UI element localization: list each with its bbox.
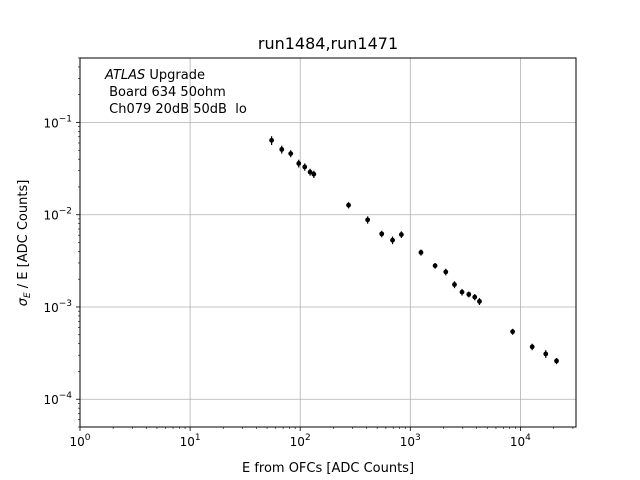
point-marker: [432, 263, 438, 269]
point-marker: [466, 291, 472, 297]
x-axis-ticks: 100 101 102 103 104: [69, 427, 574, 449]
point-marker: [452, 282, 457, 287]
data-point: [418, 249, 424, 256]
point-marker: [288, 151, 294, 156]
data-point: [365, 216, 371, 224]
y-tick-label: 10−1: [43, 114, 72, 130]
chart-title: run1484,run1471: [258, 34, 398, 53]
point-marker: [346, 202, 351, 208]
data-point: [296, 159, 302, 168]
point-marker: [398, 232, 404, 237]
y-tick-exp: −2: [59, 207, 72, 217]
x-tick-base: 10: [400, 435, 415, 449]
x-tick-exp: 0: [85, 433, 91, 443]
point-marker: [472, 294, 478, 300]
point-marker: [529, 344, 535, 350]
point-marker: [307, 169, 313, 175]
point-marker: [418, 250, 424, 255]
grid: [79, 58, 576, 427]
data-point: [459, 288, 465, 296]
x-tick-label: 103: [400, 433, 421, 449]
y-axis-label: σE / E [ADC Counts]: [16, 180, 33, 307]
data-point: [311, 170, 317, 179]
x-tick-base: 10: [180, 435, 195, 449]
point-marker: [269, 137, 275, 143]
point-marker: [279, 147, 285, 152]
point-marker: [554, 358, 559, 364]
y-tick-label: 10−4: [43, 391, 72, 407]
y-tick-base: 10: [43, 116, 58, 130]
point-marker: [390, 237, 395, 243]
point-marker: [510, 329, 516, 335]
point-marker: [459, 289, 465, 295]
x-tick-base: 10: [290, 435, 305, 449]
point-marker: [296, 161, 302, 166]
data-point: [288, 150, 294, 158]
y-axis-ticks: 10−410−310−210−1: [43, 57, 80, 428]
point-marker: [365, 217, 371, 223]
point-marker: [477, 298, 482, 304]
x-tick-exp: 1: [195, 433, 201, 443]
data-point: [466, 291, 472, 298]
data-point: [302, 163, 308, 171]
x-tick-exp: 2: [305, 433, 311, 443]
x-tick-label: 104: [510, 433, 531, 449]
data-point: [543, 350, 549, 358]
upgrade-label: Upgrade: [145, 68, 205, 83]
data-point: [554, 357, 559, 365]
annotation-line-3: Ch079 20dB 50dB lo: [105, 102, 247, 117]
data-point: [452, 281, 457, 289]
y-axis-label-rest: / E [ADC Counts]: [16, 180, 31, 293]
data-point: [269, 136, 275, 146]
x-tick-base: 10: [69, 435, 84, 449]
x-tick-exp: 4: [525, 433, 531, 443]
y-tick-base: 10: [43, 301, 58, 315]
y-tick-base: 10: [43, 393, 58, 407]
atlas-label: ATLAS: [104, 68, 145, 83]
data-point: [529, 343, 535, 351]
x-axis-label: E from OFCs [ADC Counts]: [242, 461, 414, 476]
data-point: [379, 230, 385, 238]
point-marker: [543, 351, 549, 357]
data-point: [472, 294, 478, 301]
data-point: [346, 202, 351, 209]
annotation: ATLAS Upgrade Board 634 50ohm Ch079 20dB…: [104, 68, 247, 117]
annotation-line-2: Board 634 50ohm: [105, 85, 226, 100]
point-marker: [311, 171, 317, 177]
y-tick-label: 10−2: [43, 207, 72, 223]
data-point: [443, 268, 449, 276]
x-tick-exp: 3: [415, 433, 421, 443]
x-tick-base: 10: [510, 435, 525, 449]
x-tick-label: 102: [290, 433, 311, 449]
data-point: [510, 328, 516, 335]
point-marker: [443, 269, 449, 275]
annotation-line-1: ATLAS Upgrade: [104, 68, 205, 83]
y-tick-base: 10: [43, 209, 58, 223]
y-tick-label: 10−3: [43, 299, 72, 315]
x-tick-label: 100: [69, 433, 90, 449]
y-axis-label-sub: E: [23, 292, 33, 298]
point-marker: [379, 231, 385, 237]
data-point: [307, 168, 313, 176]
y-tick-exp: −1: [59, 114, 72, 124]
x-tick-label: 101: [180, 433, 201, 449]
point-marker: [302, 164, 308, 170]
y-tick-exp: −3: [59, 299, 72, 309]
y-axis-label-sigma: σ: [16, 297, 31, 306]
data-points: [269, 136, 559, 365]
data-point: [398, 231, 404, 238]
data-point: [477, 298, 482, 306]
data-point: [390, 236, 395, 245]
data-point: [432, 262, 438, 269]
y-tick-exp: −4: [59, 391, 73, 401]
data-point: [279, 145, 285, 154]
